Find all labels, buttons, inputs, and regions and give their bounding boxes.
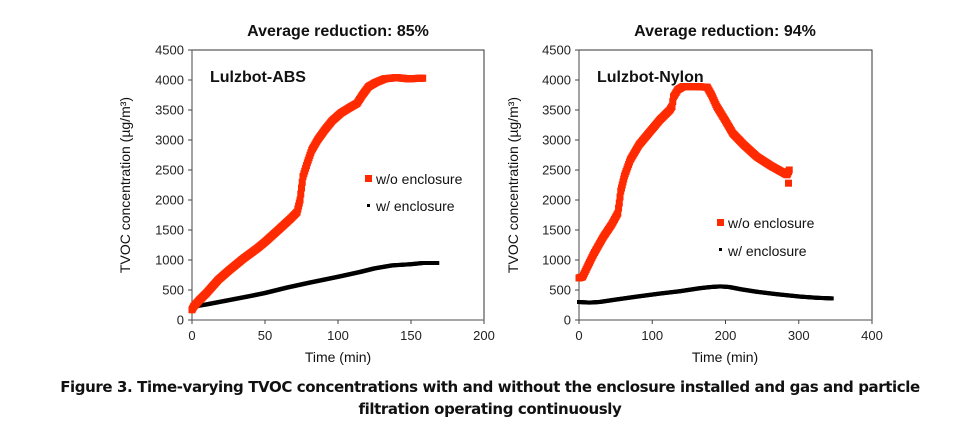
data-point: [785, 166, 793, 174]
figure-3-charts: Average reduction: 85% Lulzbot-ABS Time …: [117, 23, 883, 365]
data-point: [784, 179, 792, 187]
printer-annotation: Lulzbot-Nylon: [597, 69, 704, 86]
y-tick-label: 500: [549, 283, 571, 298]
data-point: [419, 74, 427, 82]
data-marks: [575, 83, 834, 305]
legend-label-wo-enclosure: w/o enclosure: [375, 171, 463, 187]
legend-label-wo-enclosure: w/o enclosure: [727, 215, 815, 231]
series-w-enclosure: [577, 284, 834, 305]
y-tick-label: 4000: [542, 73, 571, 88]
y-tick-label: 0: [564, 313, 571, 328]
y-tick-label: 2000: [155, 193, 184, 208]
y-tick-label: 3500: [155, 103, 184, 118]
x-tick-label: 0: [575, 328, 582, 343]
x-axis-title: Time (min): [692, 349, 758, 365]
y-tick-label: 2500: [155, 163, 184, 178]
data-point: [615, 204, 623, 212]
data-point: [668, 102, 676, 110]
data-point: [614, 209, 622, 217]
y-tick-label: 3500: [542, 103, 571, 118]
series-w-o-enclosure: [575, 83, 793, 282]
chart-title: Average reduction: 85%: [247, 23, 429, 40]
y-tick-label: 4000: [155, 73, 184, 88]
x-tick-label: 150: [400, 328, 422, 343]
y-tick-label: 4500: [155, 43, 184, 58]
chart-title: Average reduction: 94%: [634, 23, 816, 40]
data-point: [298, 178, 306, 186]
ticks: 0 500 1000 1500 2000 2500 3000 3500 4000 4500 0 50 1…: [155, 43, 495, 344]
chart-lulzbot-abs: Average reduction: 85% Lulzbot-ABS Time …: [117, 23, 495, 365]
y-tick-label: 2000: [542, 193, 571, 208]
legend-marker-wo-enclosure: [717, 219, 724, 226]
data-point: [829, 296, 834, 301]
legend-marker-wo-enclosure: [365, 175, 372, 182]
y-tick-label: 500: [162, 283, 184, 298]
data-point: [296, 196, 304, 204]
y-axis-title: TVOC concentration (µg/m³): [505, 97, 521, 273]
x-tick-label: 400: [861, 328, 883, 343]
x-tick-label: 100: [641, 328, 663, 343]
data-point: [616, 193, 624, 201]
chart-lulzbot-nylon: Average reduction: 94% Lulzbot-Nylon Tim…: [505, 23, 883, 365]
ticks: 0 500 1000 1500 2000 2500 3000 3500 4000 4500 0 100…: [542, 43, 883, 344]
legend-label-w-enclosure: w/ enclosure: [375, 198, 455, 214]
y-tick-label: 3000: [155, 133, 184, 148]
y-tick-label: 1000: [155, 253, 184, 268]
x-tick-label: 0: [188, 328, 195, 343]
data-point: [615, 199, 623, 207]
x-tick-label: 100: [327, 328, 349, 343]
data-point: [435, 261, 440, 265]
y-tick-label: 3000: [542, 133, 571, 148]
x-tick-label: 300: [788, 328, 810, 343]
legend-marker-w-enclosure: [719, 248, 722, 251]
y-tick-label: 4500: [542, 43, 571, 58]
legend-label-w-enclosure: w/ enclosure: [727, 243, 807, 259]
series-w-enclosure: [190, 261, 440, 309]
y-axis-title: TVOC concentration (µg/m³): [117, 97, 133, 273]
y-tick-label: 1500: [542, 223, 571, 238]
x-axis-title: Time (min): [305, 349, 371, 365]
legend-marker-w-enclosure: [367, 204, 370, 207]
x-tick-label: 50: [258, 328, 272, 343]
data-point: [297, 190, 305, 198]
data-point: [298, 184, 305, 192]
y-tick-label: 1500: [155, 223, 184, 238]
caption-line-2: filtration operating continuously: [358, 400, 622, 418]
y-tick-label: 2500: [542, 163, 571, 178]
printer-annotation: Lulzbot-ABS: [210, 69, 306, 86]
x-tick-label: 200: [473, 328, 495, 343]
x-tick-label: 200: [715, 328, 737, 343]
caption-line-1: Figure 3. Time-varying TVOC concentratio…: [60, 378, 920, 396]
series-w-o-enclosure: [188, 74, 427, 314]
legend: w/o enclosure w/ enclosure: [365, 171, 463, 214]
data-point: [669, 98, 677, 106]
figure-caption: Figure 3. Time-varying TVOC concentratio…: [0, 376, 980, 420]
legend: w/o enclosure w/ enclosure: [717, 215, 815, 259]
y-tick-label: 1000: [542, 253, 571, 268]
data-marks: [188, 74, 440, 314]
y-tick-label: 0: [177, 313, 184, 328]
